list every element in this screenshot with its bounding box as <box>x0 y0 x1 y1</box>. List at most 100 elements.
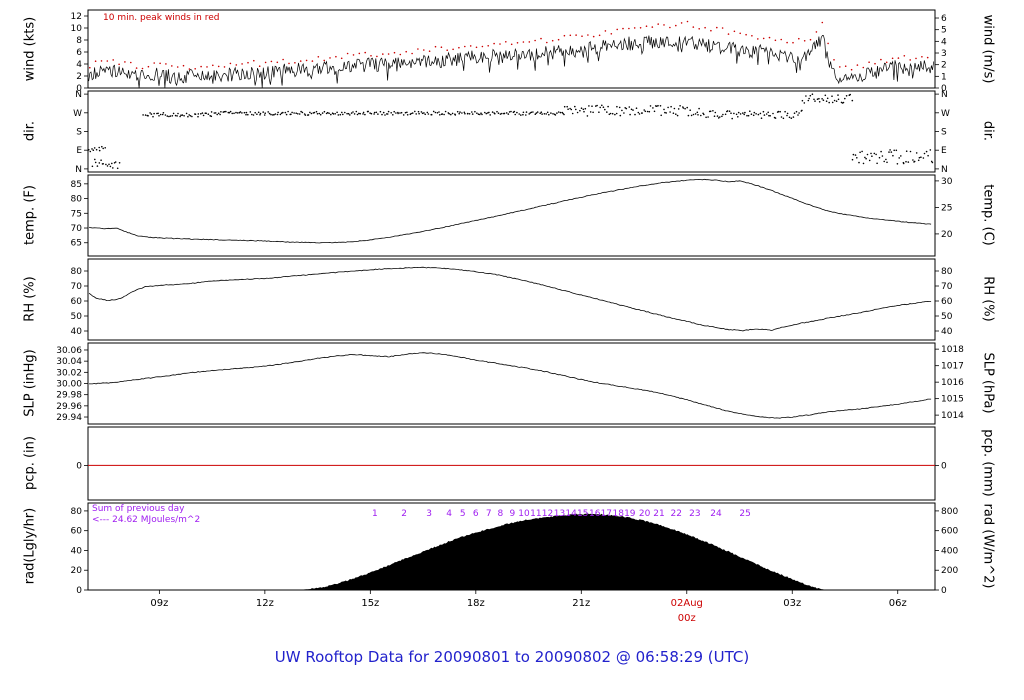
y-tick-label-right: 0 <box>941 586 947 596</box>
dir-point <box>669 111 671 113</box>
dir-point <box>774 117 777 119</box>
dir-point <box>541 113 543 115</box>
rad-milestone-number: 14 <box>565 509 577 519</box>
dir-point <box>213 112 216 114</box>
dir-point <box>400 111 403 114</box>
dir-point <box>604 108 606 111</box>
wind-peak-point <box>217 65 220 68</box>
dir-point <box>114 161 117 163</box>
dir-point <box>448 113 451 115</box>
wind-peak-point <box>399 53 402 56</box>
y-tick-label-left: 75 <box>71 209 82 219</box>
dir-point <box>443 113 445 116</box>
dir-point <box>644 110 647 113</box>
dir-point <box>917 159 920 162</box>
wind-peak-point <box>639 27 642 29</box>
dir-point <box>722 113 724 116</box>
rad-milestone-number: 23 <box>689 509 700 519</box>
dir-point <box>634 113 636 116</box>
dir-point <box>895 149 898 152</box>
y-tick-label-left: N <box>75 90 82 100</box>
dir-point <box>334 113 337 115</box>
wind-peak-point <box>885 61 888 64</box>
dir-point <box>479 113 481 116</box>
dir-point <box>563 105 566 108</box>
dir-point <box>98 146 100 149</box>
dir-point <box>876 162 878 165</box>
wind-peak-point <box>487 45 490 47</box>
dir-point <box>653 110 656 113</box>
dir-point <box>730 112 732 114</box>
dir-point <box>902 162 905 165</box>
dir-point <box>580 107 583 109</box>
dir-point <box>293 112 295 114</box>
wind-peak-point <box>786 41 788 44</box>
dir-point <box>488 111 490 114</box>
dir-point <box>765 113 768 115</box>
dir-point <box>870 152 872 155</box>
dir-point <box>105 163 107 166</box>
dir-point <box>147 115 149 117</box>
y-tick-label-right: 6 <box>941 14 947 24</box>
wind-peak-point <box>352 54 355 56</box>
y-tick-label-right: 25 <box>941 203 952 213</box>
dir-point <box>381 113 383 116</box>
dir-point <box>929 149 932 151</box>
dir-point <box>264 112 267 114</box>
figure-title: UW Rooftop Data for 20090801 to 20090802… <box>274 648 750 666</box>
dir-point <box>696 111 699 114</box>
dir-point <box>245 113 247 116</box>
dir-point <box>247 113 249 116</box>
dir-point <box>782 117 785 120</box>
dir-point <box>369 112 371 114</box>
dir-point <box>144 114 147 116</box>
dir-point <box>321 112 324 114</box>
dir-point <box>599 106 601 109</box>
wind-peak-point <box>370 55 372 57</box>
dir-point <box>352 111 354 113</box>
wind-peak-point <box>405 50 408 53</box>
wind-peak-point <box>428 50 431 52</box>
dir-point <box>156 112 158 115</box>
dir-point <box>197 115 199 118</box>
rad-milestone-number: 6 <box>473 509 479 519</box>
dir-point <box>655 105 658 107</box>
dir-point <box>235 111 237 114</box>
wind-peak-point <box>176 66 179 68</box>
dir-point <box>692 113 695 116</box>
dir-point <box>927 154 929 157</box>
dir-point <box>364 113 366 116</box>
y-tick-label-left: 20 <box>71 566 83 576</box>
dir-point <box>118 162 121 164</box>
panel-dir <box>87 90 936 173</box>
wind-peak-point <box>926 56 929 59</box>
dir-point <box>179 115 181 118</box>
dir-point <box>540 111 543 113</box>
y-tick-label-left: 30.00 <box>56 380 82 390</box>
dir-point <box>909 150 912 153</box>
rad-sum-label-line1: Sum of previous day <box>92 504 185 514</box>
dir-point <box>367 110 370 113</box>
dir-point <box>543 113 546 115</box>
dir-point <box>93 147 96 149</box>
wind-peak-point <box>839 66 841 68</box>
dir-point <box>254 111 256 114</box>
dir-point <box>677 108 680 110</box>
dir-point <box>426 111 429 114</box>
dir-point <box>818 101 821 103</box>
y-tick-label-right: N <box>941 90 948 100</box>
dir-point <box>630 108 633 111</box>
dir-point <box>922 157 925 159</box>
dir-point <box>507 113 510 115</box>
wind-peak-point <box>493 42 495 45</box>
dir-point <box>95 148 98 151</box>
dir-point <box>925 150 928 153</box>
dir-point <box>290 113 292 116</box>
dir-point <box>169 115 172 117</box>
dir-point <box>831 95 833 97</box>
dir-point <box>546 111 549 114</box>
dir-point <box>801 109 803 112</box>
dir-point <box>788 116 791 119</box>
dir-point <box>825 100 828 102</box>
